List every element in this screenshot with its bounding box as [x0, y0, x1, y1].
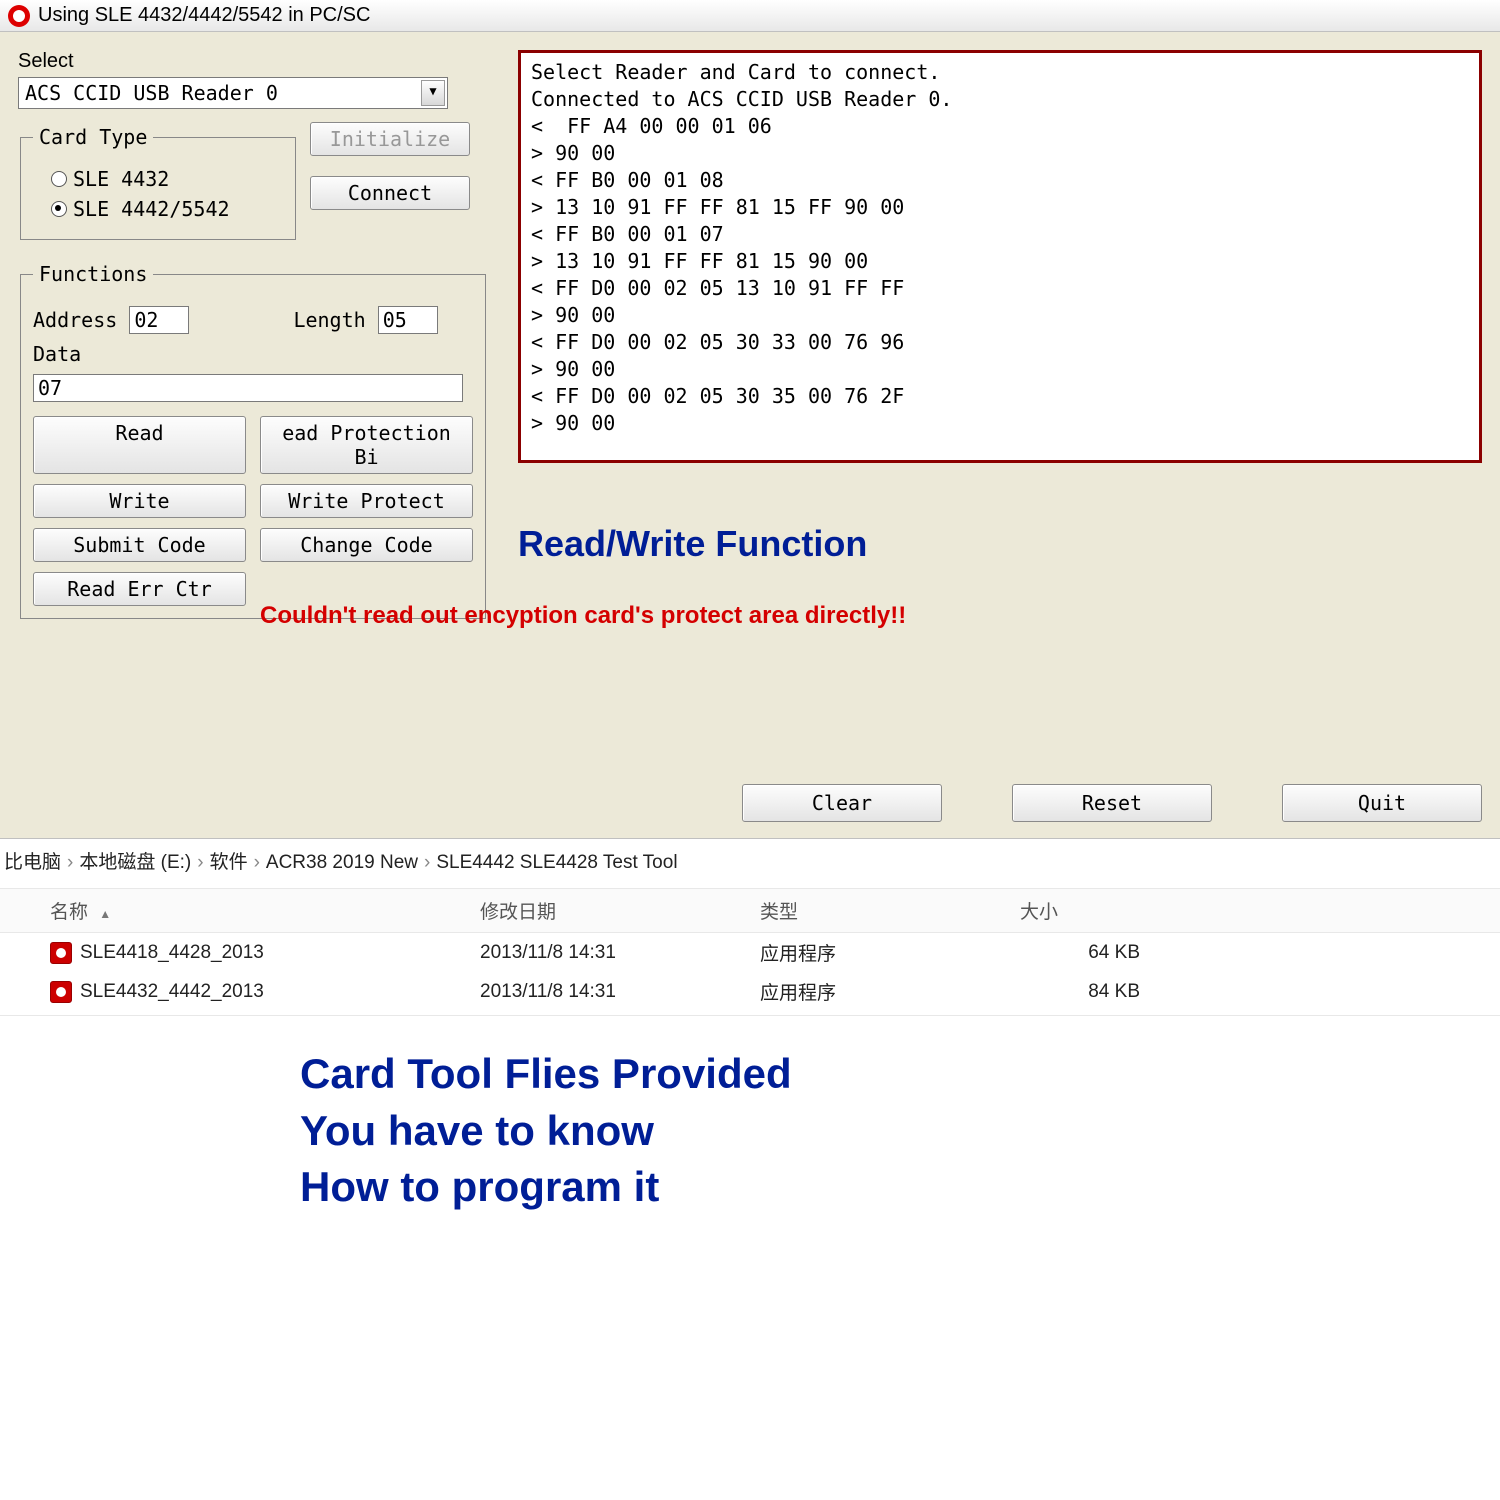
write-button[interactable]: Write	[33, 484, 246, 518]
breadcrumb-item[interactable]: 软件	[210, 852, 248, 873]
function-buttons: Read ead Protection Bi Write Write Prote…	[33, 416, 473, 606]
explorer-pane: 比电脑 › 本地磁盘 (E:) › 软件 › ACR38 2019 New › SLE4442 …	[0, 839, 1500, 1216]
sort-asc-icon: ▲	[99, 907, 111, 921]
connect-button[interactable]: Connect	[310, 176, 470, 210]
exe-icon	[50, 942, 72, 964]
reader-combobox[interactable]: ACS CCID USB Reader 0 ▼	[18, 77, 448, 109]
file-row[interactable]: SLE4418_4428_2013 2013/11/8 14:31应用程序64 K…	[0, 933, 1500, 972]
app-body: Select ACS CCID USB Reader 0 ▼ Card Type…	[0, 32, 1500, 839]
col-type[interactable]: 类型	[760, 897, 1020, 924]
functions-group: Functions Address Length Data Read ead P…	[20, 262, 486, 619]
file-size: 84 KB	[1020, 981, 1140, 1003]
file-size: 64 KB	[1020, 942, 1140, 964]
reset-button[interactable]: Reset	[1012, 784, 1212, 822]
chevron-right-icon: ›	[424, 852, 430, 873]
radio-label-2: SLE 4442/5542	[73, 197, 230, 221]
address-label: Address	[33, 308, 117, 332]
log-output: Select Reader and Card to connect. Conne…	[518, 50, 1482, 463]
data-input[interactable]	[33, 374, 463, 402]
breadcrumb-item[interactable]: 比电脑	[4, 852, 61, 873]
radio-sle4432[interactable]: SLE 4432	[51, 167, 283, 191]
write-protect-button[interactable]: Write Protect	[260, 484, 473, 518]
col-date[interactable]: 修改日期	[480, 897, 760, 924]
radio-icon	[51, 201, 67, 217]
chevron-right-icon: ›	[67, 852, 73, 873]
breadcrumb-item[interactable]: 本地磁盘 (E:)	[79, 852, 191, 873]
chevron-right-icon: ›	[197, 852, 203, 873]
clear-button[interactable]: Clear	[742, 784, 942, 822]
annotation-tools: Card Tool Flies Provided You have to kno…	[0, 1016, 1500, 1216]
exe-icon	[50, 981, 72, 1003]
left-column: Select ACS CCID USB Reader 0 ▼ Card Type…	[18, 50, 498, 619]
app-icon	[8, 5, 30, 27]
file-list: SLE4418_4428_2013 2013/11/8 14:31应用程序64 K…	[0, 933, 1500, 1011]
file-list-header: 名称 ▲ 修改日期 类型 大小	[0, 889, 1500, 933]
initialize-button[interactable]: Initialize	[310, 122, 470, 156]
side-buttons: Initialize Connect	[310, 122, 470, 210]
file-date: 2013/11/8 14:31	[480, 942, 760, 964]
file-row[interactable]: SLE4432_4442_2013 2013/11/8 14:31应用程序84 K…	[0, 972, 1500, 1011]
change-code-button[interactable]: Change Code	[260, 528, 473, 562]
select-label: Select	[18, 50, 498, 73]
breadcrumb[interactable]: 比电脑 › 本地磁盘 (E:) › 软件 › ACR38 2019 New › SLE4442 …	[0, 839, 1500, 889]
functions-legend: Functions	[33, 262, 153, 286]
combo-value: ACS CCID USB Reader 0	[25, 81, 278, 105]
quit-button[interactable]: Quit	[1282, 784, 1482, 822]
file-date: 2013/11/8 14:31	[480, 981, 760, 1003]
radio-sle4442[interactable]: SLE 4442/5542	[51, 197, 283, 221]
right-column: Select Reader and Card to connect. Conne…	[518, 50, 1482, 565]
breadcrumb-item[interactable]: ACR38 2019 New	[266, 852, 418, 873]
read-err-ctr-button[interactable]: Read Err Ctr	[33, 572, 246, 606]
col-name[interactable]: 名称 ▲	[50, 897, 480, 924]
col-size[interactable]: 大小	[1020, 897, 1140, 924]
read-button[interactable]: Read	[33, 416, 246, 474]
annotation-warning: Couldn't read out encyption card's prote…	[260, 602, 906, 630]
file-name-text: SLE4432_4442_2013	[80, 981, 264, 1003]
file-type: 应用程序	[760, 978, 1020, 1005]
length-input[interactable]	[378, 306, 438, 334]
annotation-rw: Read/Write Function	[518, 523, 1482, 565]
length-label: Length	[293, 308, 365, 332]
read-protection-button[interactable]: ead Protection Bi	[260, 416, 473, 474]
file-type: 应用程序	[760, 939, 1020, 966]
chevron-right-icon: ›	[254, 852, 260, 873]
breadcrumb-item[interactable]: SLE4442 SLE4428 Test Tool	[436, 852, 677, 873]
cardtype-group: Card Type SLE 4432 SLE 4442/5542	[20, 125, 296, 240]
window-title: Using SLE 4432/4442/5542 in PC/SC	[38, 4, 370, 27]
bottom-buttons: Clear Reset Quit	[742, 784, 1482, 822]
submit-code-button[interactable]: Submit Code	[33, 528, 246, 562]
data-label: Data	[33, 342, 81, 366]
file-name-text: SLE4418_4428_2013	[80, 942, 264, 964]
titlebar: Using SLE 4432/4442/5542 in PC/SC	[0, 0, 1500, 32]
cardtype-legend: Card Type	[33, 125, 153, 149]
chevron-down-icon[interactable]: ▼	[421, 80, 445, 106]
radio-label-1: SLE 4432	[73, 167, 169, 191]
radio-icon	[51, 171, 67, 187]
address-input[interactable]	[129, 306, 189, 334]
